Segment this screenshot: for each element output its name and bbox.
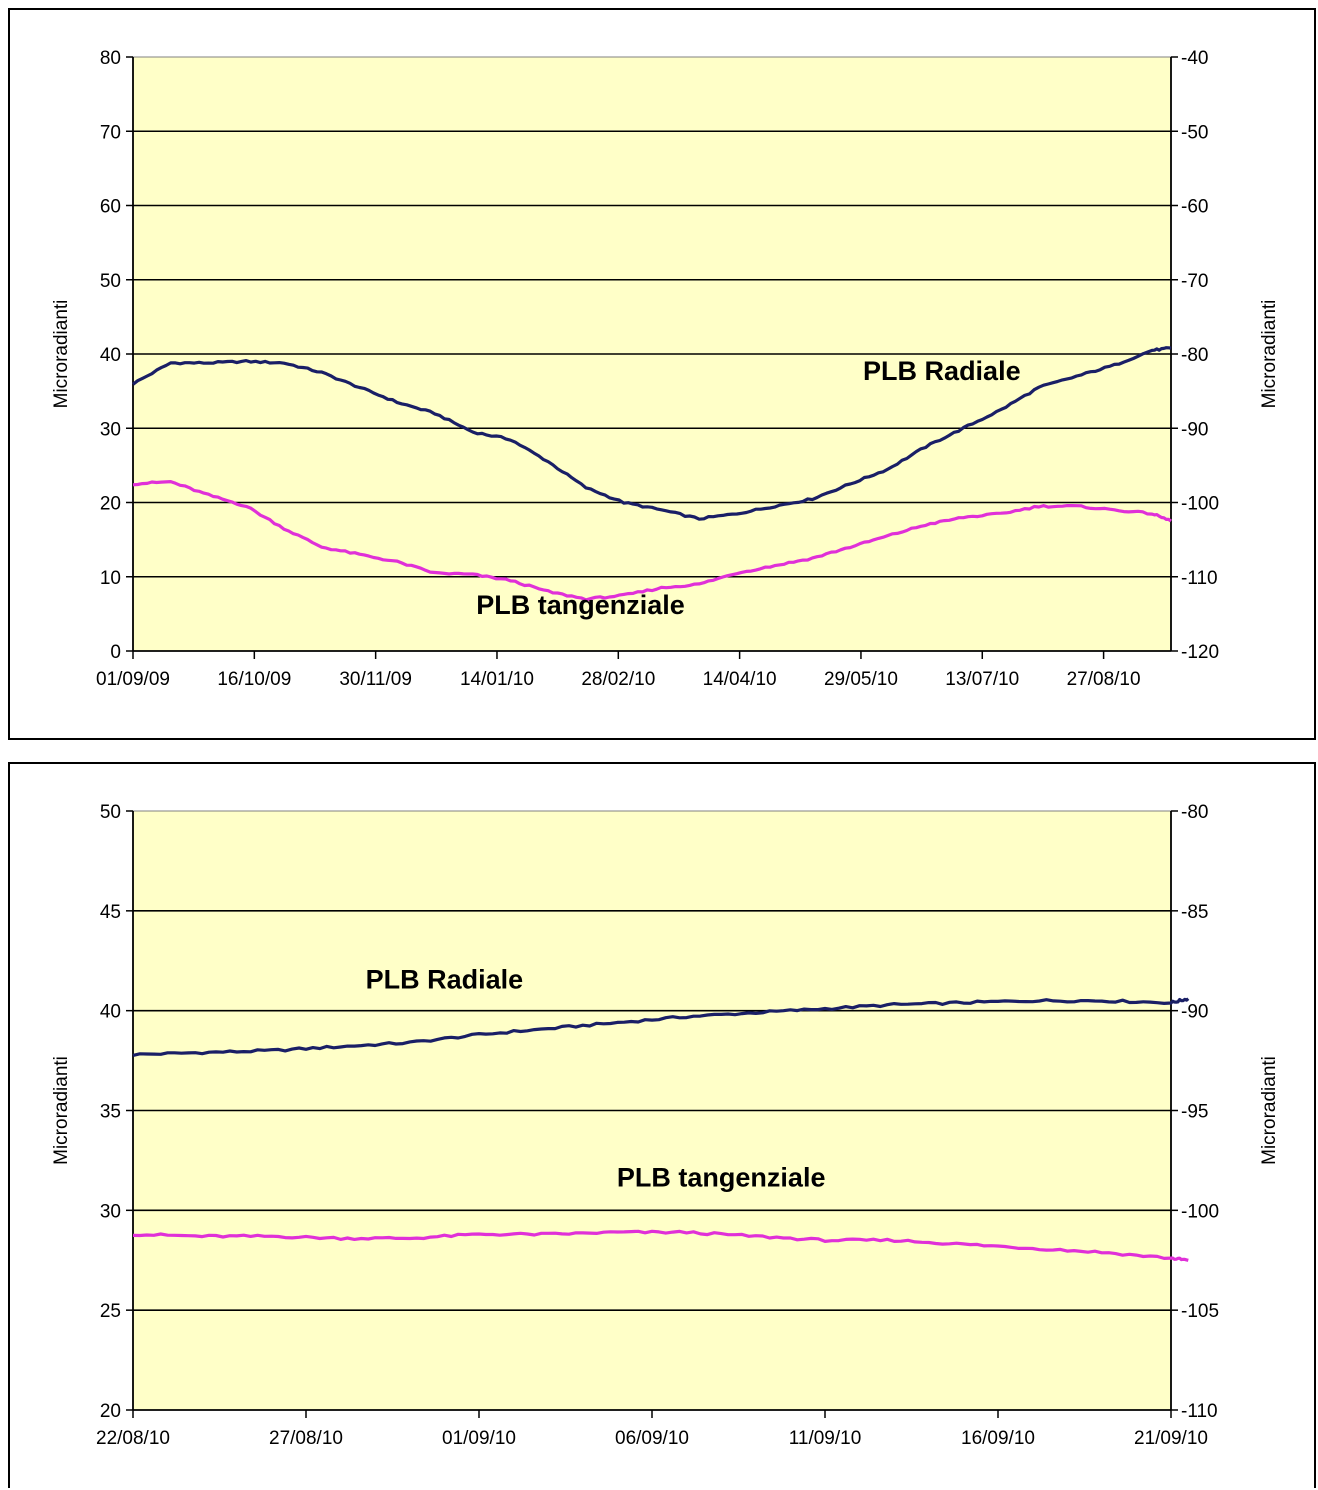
y-tick-label-left: 50 <box>100 271 121 292</box>
y-tick-label-left: 20 <box>100 1401 121 1422</box>
y-tick-label-right: -105 <box>1181 1301 1219 1322</box>
y-axis-title-right: Microradianti <box>1259 300 1280 409</box>
x-tick-label: 13/07/10 <box>945 669 1019 690</box>
y-tick-label-left: 40 <box>100 345 121 366</box>
y-tick-label-right: -80 <box>1181 345 1208 366</box>
y-tick-label-right: -50 <box>1181 122 1208 143</box>
y-tick-label-right: -100 <box>1181 494 1219 515</box>
y-tick-label-right: -90 <box>1181 419 1208 440</box>
x-tick-label: 01/09/09 <box>96 669 170 690</box>
y-tick-label-right: -120 <box>1181 642 1219 663</box>
x-tick-label: 30/11/09 <box>339 669 412 690</box>
x-tick-label: 28/02/10 <box>581 669 655 690</box>
y-tick-label-left: 60 <box>100 197 121 218</box>
y-tick-label-right: -110 <box>1181 1401 1218 1422</box>
y-tick-label-left: 30 <box>100 419 121 440</box>
series-label-tangenziale: PLB tangenziale <box>476 590 685 620</box>
series-label-tangenziale: PLB tangenziale <box>617 1162 826 1192</box>
series-line-radiale <box>132 997 1190 1057</box>
x-tick-label: 27/08/10 <box>1067 669 1141 690</box>
y-tick-label-right: -85 <box>1181 902 1208 923</box>
y-tick-label-right: -110 <box>1181 568 1218 589</box>
y-tick-label-left: 0 <box>110 642 121 663</box>
y-tick-label-left: 70 <box>100 122 121 143</box>
y-tick-label-left: 20 <box>100 494 121 515</box>
chart-bottom-svg: 20 25 30 35 40 45 50 -110 -105 -100 -95 -90 -85 -80 22… <box>51 802 1280 1449</box>
x-tick-label: 29/05/10 <box>824 669 898 690</box>
x-tick-label: 22/08/10 <box>96 1428 170 1449</box>
x-tick-label: 11/09/10 <box>789 1428 862 1449</box>
y-tick-label-left: 40 <box>100 1002 121 1023</box>
y-tick-label-left: 80 <box>100 48 121 69</box>
x-tick-label: 14/04/10 <box>703 669 777 690</box>
x-tick-label: 01/09/10 <box>442 1428 516 1449</box>
x-tick-label: 14/01/10 <box>460 669 534 690</box>
y-tick-label-right: -90 <box>1181 1002 1208 1023</box>
x-tick-label: 16/09/10 <box>961 1428 1035 1449</box>
y-tick-label-right: -95 <box>1181 1102 1208 1123</box>
x-tick-label: 16/10/09 <box>217 669 291 690</box>
y-tick-label-left: 50 <box>100 802 121 823</box>
y-tick-label-left: 10 <box>100 568 121 589</box>
x-tick-label: 21/09/10 <box>1134 1428 1208 1449</box>
y-tick-label-left: 30 <box>100 1201 121 1222</box>
y-axis-title-left: Microradianti <box>51 1056 72 1165</box>
series-label-radiale: PLB Radiale <box>863 356 1021 386</box>
series-label-radiale: PLB Radiale <box>366 965 524 995</box>
chart-top: 0 10 20 30 40 50 60 70 80 -120 -110 -100 -90 -80 -70 -6… <box>8 8 1316 740</box>
y-tick-label-right: -70 <box>1181 271 1208 292</box>
series-line-tangenziale <box>132 480 1172 602</box>
y-tick-label-right: -80 <box>1181 802 1208 823</box>
y-tick-label-left: 45 <box>100 902 121 923</box>
x-tick-label: 27/08/10 <box>269 1428 343 1449</box>
y-tick-label-right: -40 <box>1181 48 1208 69</box>
series-line-radiale <box>132 346 1172 521</box>
y-tick-label-left: 25 <box>100 1301 121 1322</box>
chart-top-svg: 0 10 20 30 40 50 60 70 80 -120 -110 -100 -90 -80 -70 -6… <box>51 48 1280 690</box>
chart-bottom: 20 25 30 35 40 45 50 -110 -105 -100 -95 -90 -85 -80 22… <box>8 762 1316 1488</box>
x-tick-label: 06/09/10 <box>615 1428 689 1449</box>
y-tick-label-left: 35 <box>100 1102 121 1123</box>
y-axis-title-left: Microradianti <box>51 300 72 409</box>
y-tick-label-right: -60 <box>1181 197 1208 218</box>
series-line-tangenziale <box>132 1229 1189 1262</box>
y-tick-label-right: -100 <box>1181 1201 1219 1222</box>
y-axis-title-right: Microradianti <box>1259 1056 1280 1165</box>
